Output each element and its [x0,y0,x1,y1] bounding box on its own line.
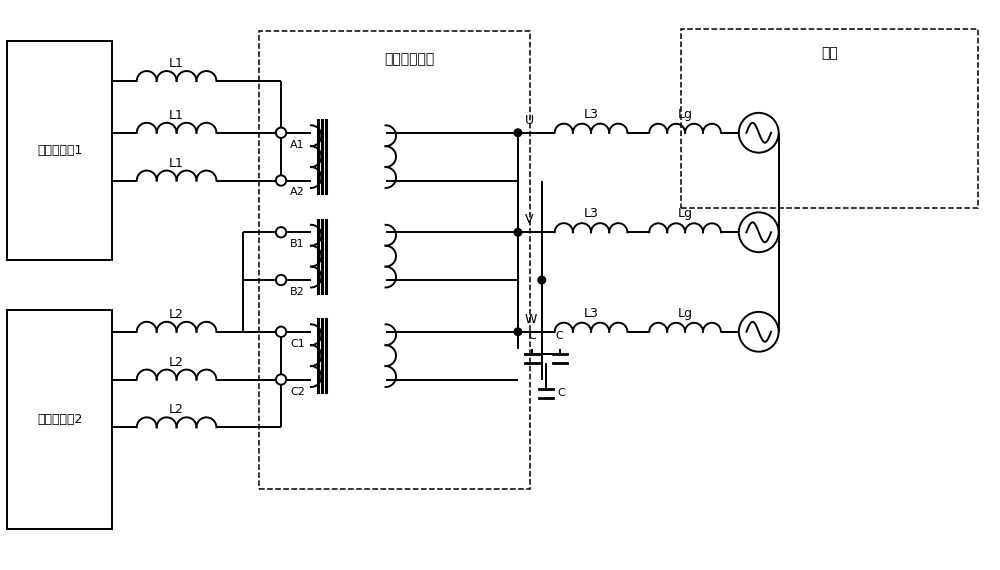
Text: 三相逆变器1: 三相逆变器1 [37,144,82,157]
Circle shape [276,227,286,238]
Text: B1: B1 [290,239,305,249]
Bar [259,31,530,489]
Text: L2: L2 [169,404,184,416]
Text: U: U [525,114,534,127]
Text: A1: A1 [290,140,305,150]
Text: C1: C1 [290,339,305,349]
Text: L1: L1 [169,157,184,169]
Text: L3: L3 [584,207,598,221]
Circle shape [538,276,546,284]
Circle shape [276,327,286,337]
Text: C: C [528,331,536,341]
Bar [7,41,112,260]
Circle shape [514,129,522,137]
Circle shape [276,176,286,186]
Text: C2: C2 [290,386,305,397]
Circle shape [276,275,286,285]
Text: B2: B2 [290,287,305,297]
Text: L2: L2 [169,308,184,321]
Bar [7,310,112,529]
Text: 电网: 电网 [821,46,838,60]
Text: 开绕组变压器: 开绕组变压器 [384,52,435,66]
Text: L1: L1 [169,109,184,122]
Text: V: V [525,213,533,226]
Text: L3: L3 [584,108,598,121]
Text: A2: A2 [290,188,305,197]
Circle shape [276,374,286,385]
Text: W: W [525,313,537,326]
Text: L3: L3 [584,307,598,320]
Text: L2: L2 [169,356,184,369]
Circle shape [514,328,522,336]
Text: C: C [558,389,565,398]
Text: Lg: Lg [678,207,693,221]
Circle shape [514,229,522,236]
Bar [681,29,978,209]
Text: Lg: Lg [678,108,693,121]
Text: 三相逆变器2: 三相逆变器2 [37,413,82,426]
Text: L1: L1 [169,57,184,70]
Text: Lg: Lg [678,307,693,320]
Text: C: C [556,331,564,341]
Circle shape [276,128,286,138]
